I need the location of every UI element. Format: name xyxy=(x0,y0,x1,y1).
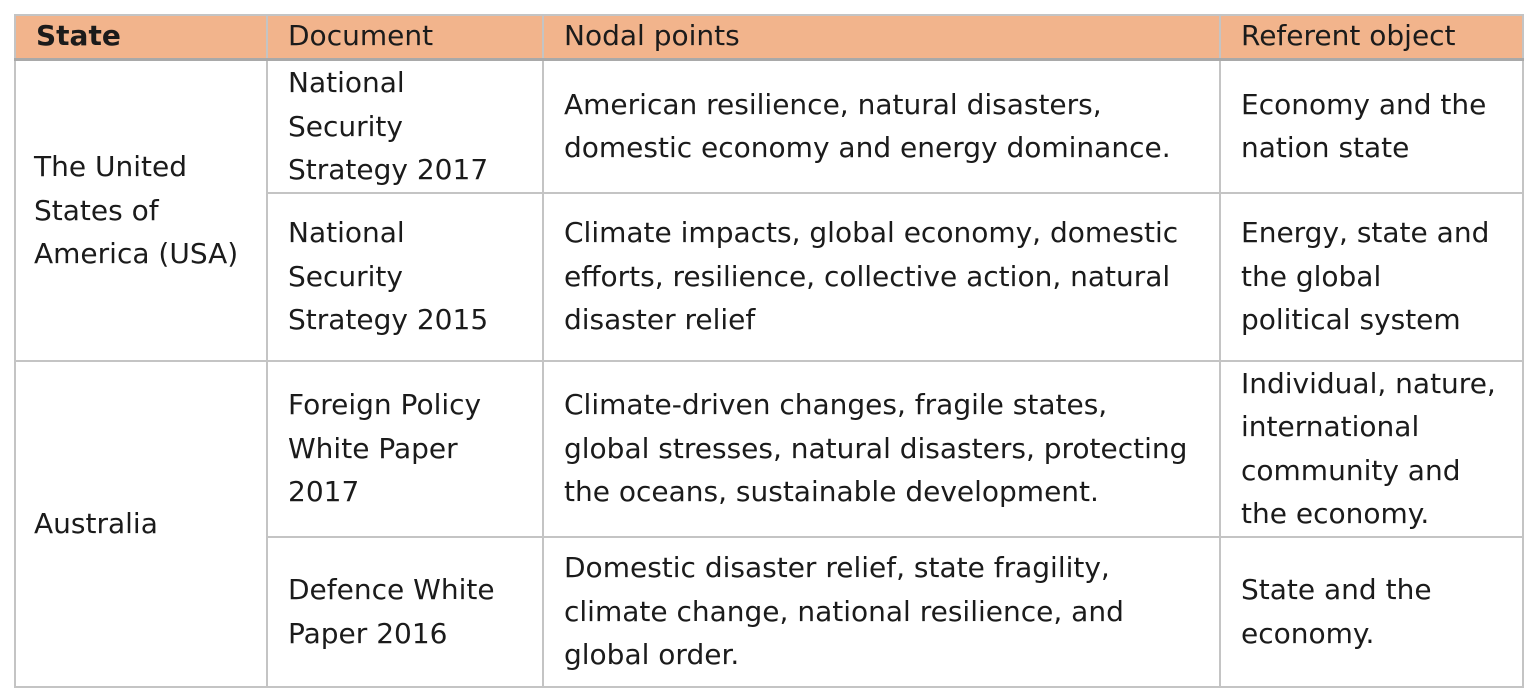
referent-object-cell: State and the economy. xyxy=(1219,535,1524,688)
header-row: State Document Nodal points Referent obj… xyxy=(14,14,1524,61)
referent-line: political system xyxy=(1241,303,1461,337)
referent-line: nation state xyxy=(1241,131,1410,165)
nodal-line: global stresses, natural disasters, prot… xyxy=(564,431,1188,465)
nodal-line: American resilience, natural disasters, xyxy=(564,87,1102,121)
nodal-line: disaster relief xyxy=(564,303,756,337)
document-line: Paper 2016 xyxy=(288,616,448,650)
nodal-line: Climate impacts, global economy, domesti… xyxy=(564,216,1179,250)
referent-line: community and xyxy=(1241,453,1461,487)
document-line: Foreign Policy xyxy=(288,388,482,422)
referent-object-cell: Economy and the nation state xyxy=(1219,58,1524,194)
referent-line: Energy, state and xyxy=(1241,216,1490,250)
referent-line: economy. xyxy=(1241,616,1375,650)
table-row: Australia Foreign Policy White Paper 201… xyxy=(14,359,1524,688)
nodal-line: efforts, resilience, collective action, … xyxy=(564,259,1171,293)
referent-line: the global xyxy=(1241,259,1382,293)
state-cell-australia: Australia xyxy=(14,359,268,688)
document-line: Strategy 2017 xyxy=(288,153,489,186)
table-row: National Security Strategy 2015 Climate … xyxy=(15,191,1524,362)
nodal-line: Climate-driven changes, fragile states, xyxy=(564,388,1108,422)
header-referent-object: Referent object xyxy=(1219,14,1524,61)
referent-line: Individual, nature, xyxy=(1241,366,1496,400)
nodal-points-cell: Climate-driven changes, fragile states, … xyxy=(542,359,1221,538)
document-cell: National Security Strategy 2017 xyxy=(266,58,544,194)
document-cell: Foreign Policy White Paper 2017 xyxy=(266,359,544,538)
header-document: Document xyxy=(266,14,544,61)
state-line: Australia xyxy=(34,506,158,540)
referent-line: international xyxy=(1241,410,1420,443)
document-line: 2017 xyxy=(288,475,360,509)
table-row: The United States of America (USA) Natio… xyxy=(14,58,1524,362)
nodal-points-cell: Domestic disaster relief, state fragilit… xyxy=(542,535,1221,688)
referent-object-cell: Energy, state and the global political s… xyxy=(1219,191,1524,362)
header-nodal-points: Nodal points xyxy=(542,14,1221,61)
nodal-line: global order. xyxy=(564,638,740,672)
nodal-line: domestic economy and energy dominance. xyxy=(564,131,1171,165)
state-line: States of xyxy=(34,193,159,227)
document-line: National xyxy=(288,66,405,99)
document-line: National xyxy=(288,216,405,250)
referent-line: Economy and the xyxy=(1241,87,1487,121)
header-state: State xyxy=(14,14,268,61)
document-line: White Paper xyxy=(288,431,458,465)
table-row: Defence White Paper 2016 Domestic disast… xyxy=(15,535,1524,688)
document-cell: National Security Strategy 2015 xyxy=(266,191,544,362)
document-cell: Defence White Paper 2016 xyxy=(266,535,544,688)
referent-line: State and the xyxy=(1241,573,1432,606)
document-line: Strategy 2015 xyxy=(288,303,489,337)
nodal-points-cell: American resilience, natural disasters, … xyxy=(542,58,1221,194)
state-cell-usa: The United States of America (USA) xyxy=(14,58,268,362)
referent-line: the economy. xyxy=(1241,497,1430,530)
state-line: America (USA) xyxy=(34,237,239,270)
nodal-line: the oceans, sustainable development. xyxy=(564,475,1099,509)
nodal-line: Domestic disaster relief, state fragilit… xyxy=(564,551,1110,585)
document-line: Defence White xyxy=(288,573,495,606)
state-line: The United xyxy=(34,150,187,183)
nodal-line: climate change, national resilience, and xyxy=(564,594,1124,628)
document-line: Security xyxy=(288,109,403,143)
security-documents-table: State Document Nodal points Referent obj… xyxy=(14,14,1524,688)
nodal-points-cell: Climate impacts, global economy, domesti… xyxy=(542,191,1221,362)
referent-object-cell: Individual, nature, international commun… xyxy=(1219,359,1524,538)
document-line: Security xyxy=(288,259,403,293)
